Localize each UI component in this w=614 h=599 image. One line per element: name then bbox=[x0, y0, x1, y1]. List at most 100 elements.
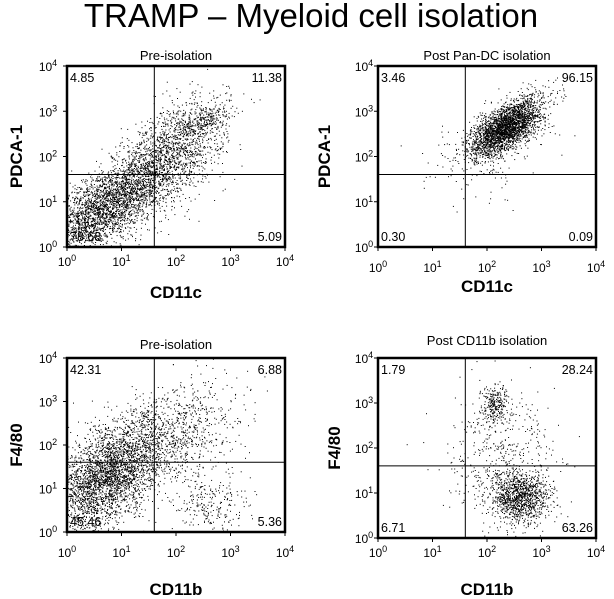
event-dot bbox=[547, 96, 549, 98]
event-dot bbox=[90, 218, 92, 220]
event-dot bbox=[108, 194, 110, 196]
event-dot bbox=[529, 101, 531, 103]
event-dot bbox=[142, 210, 144, 212]
event-dot bbox=[172, 110, 174, 112]
event-dot bbox=[154, 141, 156, 143]
event-dot bbox=[164, 177, 166, 179]
event-dot bbox=[68, 224, 70, 226]
event-dot bbox=[132, 201, 134, 203]
event-dot bbox=[181, 179, 183, 181]
event-dot bbox=[208, 120, 210, 121]
event-dot bbox=[94, 220, 96, 222]
event-dot bbox=[96, 193, 98, 194]
event-dot bbox=[226, 118, 228, 120]
event-dot bbox=[202, 108, 204, 110]
event-dot bbox=[506, 144, 508, 145]
event-dot bbox=[146, 173, 148, 175]
event-dot bbox=[148, 161, 150, 163]
event-dot bbox=[177, 122, 179, 124]
event-dot bbox=[99, 186, 101, 188]
event-dot bbox=[544, 116, 546, 118]
event-dot bbox=[137, 214, 139, 216]
event-dot bbox=[191, 156, 193, 158]
event-dot bbox=[208, 139, 210, 140]
event-dot bbox=[194, 133, 196, 135]
event-dot bbox=[159, 160, 161, 162]
event-dot bbox=[180, 190, 182, 191]
event-dot bbox=[162, 189, 164, 191]
event-dot bbox=[159, 154, 161, 156]
event-dot bbox=[120, 184, 122, 186]
event-dot bbox=[152, 185, 154, 187]
event-dot bbox=[162, 167, 164, 168]
event-dot bbox=[96, 239, 98, 241]
event-dot bbox=[161, 153, 163, 155]
event-dot bbox=[180, 121, 182, 123]
event-dot bbox=[160, 194, 162, 196]
event-dot bbox=[111, 185, 113, 187]
event-dot bbox=[120, 231, 122, 233]
event-dot bbox=[165, 145, 167, 147]
event-dot bbox=[142, 182, 144, 184]
event-dot bbox=[134, 207, 136, 209]
event-dot bbox=[99, 212, 101, 214]
event-dot bbox=[170, 143, 172, 145]
event-dot bbox=[109, 232, 111, 234]
event-dot bbox=[75, 235, 77, 237]
event-dot bbox=[78, 203, 80, 205]
event-dot bbox=[141, 222, 143, 224]
event-dot bbox=[161, 150, 162, 152]
event-dot bbox=[147, 139, 149, 141]
event-dot bbox=[161, 174, 163, 176]
event-dot bbox=[159, 136, 161, 138]
event-dot bbox=[122, 238, 124, 240]
event-dot bbox=[111, 200, 113, 202]
event-dot bbox=[211, 114, 213, 116]
event-dot bbox=[159, 148, 161, 149]
event-dot bbox=[228, 99, 230, 101]
event-dot bbox=[165, 152, 167, 154]
event-dot bbox=[123, 175, 125, 176]
event-dot bbox=[177, 132, 179, 133]
event-dot bbox=[218, 149, 220, 151]
event-dot bbox=[169, 180, 171, 182]
event-dot bbox=[523, 113, 525, 115]
event-dot bbox=[133, 159, 135, 161]
event-dot bbox=[200, 105, 202, 107]
event-dot bbox=[230, 95, 232, 97]
event-dot bbox=[199, 125, 201, 127]
event-dot bbox=[130, 221, 131, 223]
event-dot bbox=[150, 183, 152, 185]
event-dot bbox=[81, 204, 83, 206]
event-dot bbox=[136, 169, 138, 171]
event-dot bbox=[98, 195, 100, 196]
event-dot bbox=[68, 216, 70, 218]
event-dot bbox=[226, 152, 228, 153]
event-dot bbox=[140, 167, 142, 169]
event-dot bbox=[158, 192, 160, 193]
event-dot bbox=[70, 220, 72, 222]
event-dot bbox=[80, 187, 82, 189]
event-dot bbox=[140, 154, 142, 156]
event-dot bbox=[153, 199, 155, 201]
event-dot bbox=[204, 176, 206, 177]
event-dot bbox=[113, 217, 115, 219]
event-dot bbox=[99, 233, 101, 235]
event-dot bbox=[78, 229, 80, 231]
event-dot bbox=[143, 201, 145, 203]
event-dot bbox=[97, 196, 99, 198]
event-dot bbox=[480, 162, 482, 164]
event-dot bbox=[527, 103, 529, 105]
event-dot bbox=[214, 118, 216, 120]
event-dot bbox=[95, 217, 97, 219]
event-dot bbox=[166, 118, 168, 120]
event-dot bbox=[99, 200, 101, 201]
event-dot bbox=[86, 187, 88, 189]
event-dot bbox=[170, 125, 172, 127]
event-dot bbox=[135, 166, 136, 168]
event-dot bbox=[211, 156, 213, 158]
event-dot bbox=[84, 220, 85, 222]
event-dot bbox=[112, 166, 114, 168]
event-dot bbox=[105, 200, 107, 202]
event-dot bbox=[126, 206, 128, 208]
